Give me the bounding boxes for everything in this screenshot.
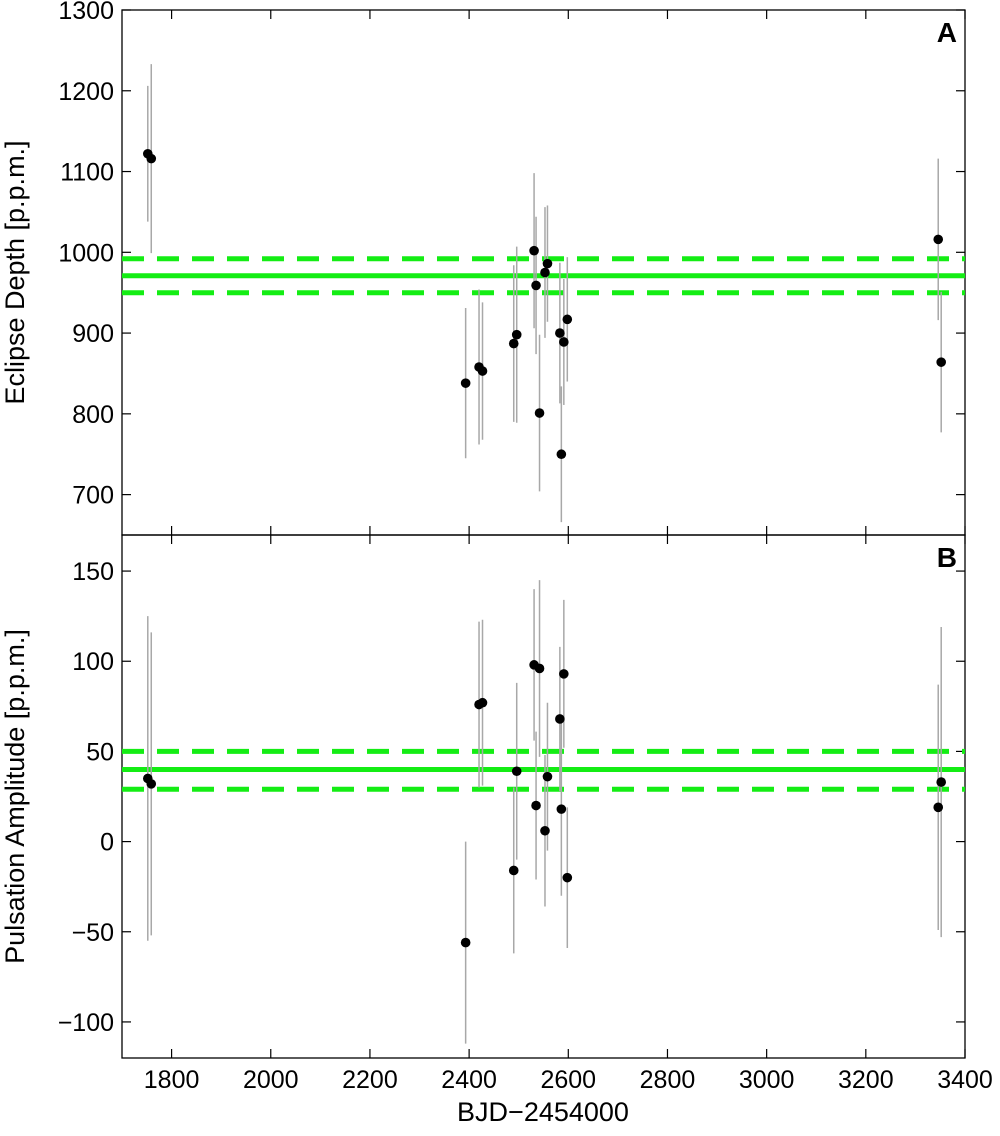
y-tick-label: −100	[58, 1009, 114, 1037]
data-point	[531, 800, 541, 811]
data-point	[460, 937, 471, 948]
x-tick-label: 3200	[838, 1066, 894, 1094]
y-tick-label: 1200	[58, 78, 114, 106]
data-point	[540, 267, 550, 278]
data-point	[556, 449, 567, 460]
data-point	[542, 771, 553, 782]
data-point	[508, 338, 519, 349]
data-point	[559, 669, 569, 679]
data-point	[933, 234, 944, 245]
x-tick-label: 2400	[441, 1066, 497, 1094]
data-point	[555, 714, 565, 724]
y-tick-label: 700	[72, 482, 114, 510]
data-point	[511, 766, 522, 777]
data-point	[936, 777, 946, 787]
plot-frame	[121, 534, 966, 1059]
data-point	[531, 280, 541, 291]
data-point	[529, 245, 539, 256]
y-axis-label: Pulsation Amplitude [p.p.m.]	[0, 629, 30, 964]
y-tick-label: 50	[86, 738, 114, 766]
data-point	[562, 314, 573, 325]
data-point	[540, 825, 550, 836]
y-tick-label: 0	[100, 829, 114, 857]
x-axis-label: BJD−2454000	[457, 1097, 629, 1127]
panel-a: 700 800 900 1000 1100 1200 1300 A Eclipse Depth …	[0, 0, 966, 536]
y-axis-label: Eclipse Depth [p.p.m.]	[0, 140, 30, 404]
x-tick-label: 3000	[739, 1066, 795, 1094]
data-point	[936, 357, 946, 367]
y-tick-label: −50	[72, 919, 114, 947]
data-point	[508, 865, 519, 876]
data-point	[460, 378, 471, 388]
x-tick-label: 2800	[640, 1066, 696, 1094]
y-tick-label: 800	[72, 401, 114, 429]
y-tick-label: 1000	[58, 239, 114, 267]
data-point	[534, 663, 545, 674]
x-tick-label: 2200	[342, 1066, 398, 1094]
data-point	[534, 408, 545, 418]
data-point	[933, 802, 944, 813]
data-point	[477, 366, 488, 376]
y-tick-label: 150	[72, 558, 114, 586]
y-tick-label: 100	[72, 648, 114, 676]
data-point	[146, 779, 157, 789]
x-tick-label: 2600	[540, 1066, 596, 1094]
panel-label: B	[937, 542, 957, 573]
y-tick-label: 1300	[58, 0, 114, 25]
y-tick-label: 1100	[60, 159, 114, 187]
data-point	[477, 697, 488, 708]
x-tick-label: 1800	[144, 1066, 200, 1094]
x-tick-label: 2000	[243, 1066, 299, 1094]
data-point	[542, 258, 553, 269]
data-point	[146, 153, 157, 164]
y-tick-label: 900	[72, 320, 114, 348]
panel-label: A	[937, 17, 957, 48]
data-point	[556, 804, 567, 814]
x-tick-label: 3400	[937, 1066, 993, 1094]
data-point	[562, 872, 573, 883]
panel-b: −100 −50 0 50 100 150 1800 2000 2200 2400 2600 2800…	[0, 534, 993, 1094]
data-point	[555, 328, 565, 338]
data-point	[511, 329, 522, 340]
data-point	[559, 337, 569, 347]
